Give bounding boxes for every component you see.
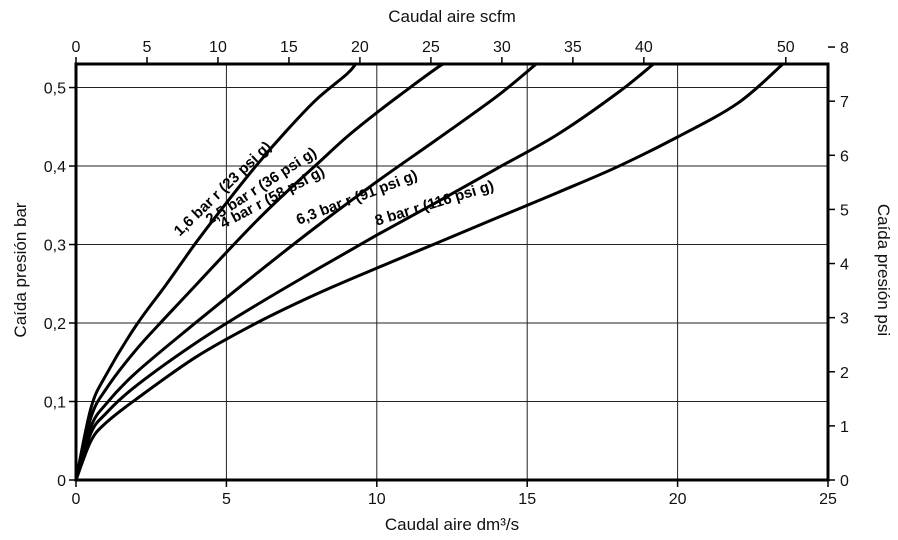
- y-tick-label: 0,1: [44, 395, 66, 412]
- right-tick-label: 1: [840, 419, 849, 436]
- plot-frame: [76, 64, 828, 480]
- curve-labels: 1,6 bar r (23 psi g)2,5 bar r (36 psi g)…: [171, 138, 496, 239]
- right-tick-label: 3: [840, 311, 849, 328]
- y-axis-title-right: Caída presión psi: [874, 204, 893, 336]
- x-axis-title-bottom: Caudal aire dm³/s: [385, 515, 519, 534]
- x-axis-title-top: Caudal aire scfm: [388, 7, 516, 26]
- x-tick-label: 25: [819, 491, 837, 508]
- plot-border: [76, 64, 828, 480]
- x-tick-label: 5: [222, 491, 231, 508]
- y-tick-label: 0,4: [44, 159, 66, 176]
- y-tick-label: 0,3: [44, 238, 66, 255]
- grid: [76, 64, 828, 480]
- series-line: [76, 64, 783, 480]
- top-tick-label: 10: [209, 39, 227, 56]
- top-tick-label: 0: [72, 39, 81, 56]
- right-tick-label: 2: [840, 365, 849, 382]
- right-tick-label: 7: [840, 94, 849, 111]
- right-tick-label: 6: [840, 148, 849, 165]
- y-tick-label: 0,5: [44, 81, 66, 98]
- top-tick-label: 5: [143, 39, 152, 56]
- right-tick-label: 4: [840, 257, 849, 274]
- x-tick-label: 20: [669, 491, 687, 508]
- x-tick-label: 0: [72, 491, 81, 508]
- right-tick-label: 0: [840, 473, 849, 490]
- top-tick-label: 25: [422, 39, 440, 56]
- y-tick-label: 0,2: [44, 316, 66, 333]
- top-tick-label: 50: [777, 39, 795, 56]
- x-tick-label: 15: [518, 491, 536, 508]
- right-tick-label: 5: [840, 202, 849, 219]
- curves: [76, 64, 783, 480]
- series-line: [76, 64, 536, 480]
- y-tick-label: 0: [57, 473, 66, 490]
- right-tick-label: 8: [840, 40, 849, 57]
- top-tick-label: 15: [280, 39, 298, 56]
- x-tick-label: 10: [368, 491, 386, 508]
- top-tick-label: 20: [351, 39, 369, 56]
- top-tick-label: 40: [635, 39, 653, 56]
- top-tick-label: 30: [493, 39, 511, 56]
- ticks: [69, 47, 898, 487]
- y-axis-title-left: Caída presión bar: [11, 202, 30, 337]
- top-tick-label: 35: [564, 39, 582, 56]
